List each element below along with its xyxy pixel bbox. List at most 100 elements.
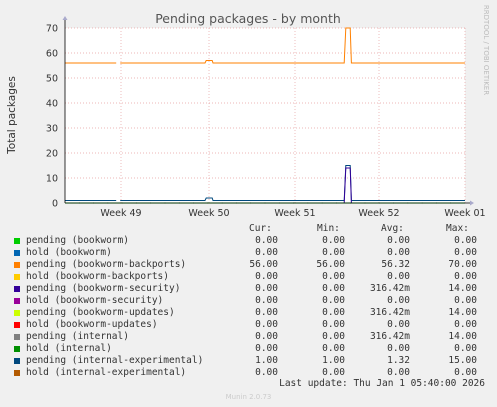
munin-version: Munin 2.0.73 — [225, 393, 272, 401]
legend-swatch — [14, 334, 20, 340]
legend-label: pending (bookworm) — [26, 235, 129, 246]
legend-row: pending (bookworm-backports) 56.00 56.00 56… — [0, 259, 497, 271]
legend-label: pending (bookworm-security) — [26, 283, 181, 294]
legend-value-min: 0.00 — [322, 319, 345, 330]
series-line — [65, 27, 465, 64]
x-tick-label: Week 01 — [444, 208, 485, 219]
legend-row: pending (internal-experimental) 1.00 1.00 1… — [0, 355, 497, 367]
legend-row: pending (bookworm-security) 0.00 0.00 316.4… — [0, 283, 497, 295]
legend-value-avg: 0.00 — [387, 319, 410, 330]
legend-value-cur: 1.00 — [255, 355, 278, 366]
legend-row: pending (bookworm) 0.00 0.00 0.00 0.00 — [0, 235, 497, 247]
legend-row: hold (bookworm) 0.00 0.00 0.00 0.00 — [0, 247, 497, 259]
legend-value-avg: 0.00 — [387, 367, 410, 378]
legend-value-min: 1.00 — [322, 355, 345, 366]
legend-value-max: 0.00 — [454, 235, 477, 246]
legend-header-avg: Avg: — [381, 223, 404, 234]
legend-value-cur: 56.00 — [249, 259, 278, 270]
legend-value-max: 14.00 — [448, 331, 477, 342]
y-axis-label: Total packages — [6, 76, 18, 155]
legend-label: pending (bookworm-backports) — [26, 259, 187, 270]
legend-value-max: 0.00 — [454, 247, 477, 258]
y-tick-label: 10 — [46, 174, 58, 185]
legend-value-cur: 0.00 — [255, 331, 278, 342]
plot-area — [65, 28, 465, 203]
legend-label: pending (bookworm-updates) — [26, 307, 175, 318]
legend-label: pending (internal) — [26, 331, 129, 342]
legend-value-avg: 0.00 — [387, 295, 410, 306]
legend-value-cur: 0.00 — [255, 271, 278, 282]
x-tick-label: Week 52 — [358, 208, 399, 219]
legend-value-avg: 316.42m — [369, 283, 410, 294]
legend-value-min: 0.00 — [322, 247, 345, 258]
legend-row: hold (bookworm-security) 0.00 0.00 0.00 0.00 — [0, 295, 497, 307]
legend-value-avg: 316.42m — [369, 307, 410, 318]
legend-swatch — [14, 286, 20, 292]
legend-value-max: 0.00 — [454, 367, 477, 378]
legend-label: pending (internal-experimental) — [26, 355, 204, 366]
y-tick-label: 70 — [46, 24, 58, 35]
legend-value-max: 0.00 — [454, 271, 477, 282]
x-tick-label: Week 49 — [100, 208, 141, 219]
x-tick-label: Week 51 — [274, 208, 315, 219]
legend-value-cur: 0.00 — [255, 295, 278, 306]
legend-value-cur: 0.00 — [255, 343, 278, 354]
legend-value-min: 0.00 — [322, 307, 345, 318]
legend-label: hold (bookworm-updates) — [26, 319, 158, 330]
legend-value-avg: 316.42m — [369, 331, 410, 342]
legend-row: hold (bookworm-backports) 0.00 0.00 0.00 0.0… — [0, 271, 497, 283]
legend-swatch — [14, 310, 20, 316]
legend-value-max: 14.00 — [448, 283, 477, 294]
x-axis-arrow-icon — [470, 200, 474, 206]
legend-value-cur: 0.00 — [255, 319, 278, 330]
legend-swatch — [14, 346, 20, 352]
legend-row: hold (internal) 0.00 0.00 0.00 0.00 — [0, 343, 497, 355]
legend-value-min: 0.00 — [322, 343, 345, 354]
legend-value-max: 70.00 — [448, 259, 477, 270]
chart-title: Pending packages - by month — [155, 11, 341, 26]
legend-value-avg: 0.00 — [387, 343, 410, 354]
y-axis-arrow-icon — [62, 16, 68, 20]
x-tick-label: Week 50 — [188, 208, 229, 219]
legend-value-min: 0.00 — [322, 235, 345, 246]
legend-value-avg: 0.00 — [387, 271, 410, 282]
legend-value-avg: 0.00 — [387, 235, 410, 246]
legend-value-min: 0.00 — [322, 367, 345, 378]
y-tick-label: 60 — [46, 49, 58, 60]
legend-header-min: Min: — [317, 223, 340, 234]
legend-row: hold (bookworm-updates) 0.00 0.00 0.00 0.00 — [0, 319, 497, 331]
legend-value-min: 0.00 — [322, 271, 345, 282]
legend-swatch — [14, 262, 20, 268]
legend-value-min: 0.00 — [322, 295, 345, 306]
legend-swatch — [14, 250, 20, 256]
legend-value-min: 0.00 — [322, 283, 345, 294]
legend-value-max: 14.00 — [448, 307, 477, 318]
legend-label: hold (bookworm-backports) — [26, 271, 169, 282]
legend-swatch — [14, 322, 20, 328]
legend-value-cur: 0.00 — [255, 235, 278, 246]
y-tick-label: 30 — [46, 124, 58, 135]
legend-value-max: 0.00 — [454, 343, 477, 354]
legend-value-max: 0.00 — [454, 319, 477, 330]
legend-label: hold (bookworm-security) — [26, 295, 164, 306]
legend-value-avg: 1.32 — [387, 355, 410, 366]
legend-swatch — [14, 238, 20, 244]
legend-value-max: 15.00 — [448, 355, 477, 366]
legend-label: hold (internal) — [26, 343, 112, 354]
rrdtool-label: RRDTOOL / TOBI OETIKER — [482, 5, 490, 95]
legend-value-max: 0.00 — [454, 295, 477, 306]
legend-label: hold (internal-experimental) — [26, 367, 187, 378]
legend-swatch — [14, 298, 20, 304]
last-update-text: Last update: Thu Jan 1 05:40:00 2026 — [279, 378, 485, 389]
y-tick-label: 20 — [46, 149, 58, 160]
legend-swatch — [14, 370, 20, 376]
legend-row: pending (bookworm-updates) 0.00 0.00 316.42… — [0, 307, 497, 319]
legend-value-cur: 0.00 — [255, 247, 278, 258]
legend-value-cur: 0.00 — [255, 283, 278, 294]
legend-value-avg: 56.32 — [381, 259, 410, 270]
legend-swatch — [14, 358, 20, 364]
legend-value-avg: 0.00 — [387, 247, 410, 258]
y-tick-label: 0 — [52, 199, 58, 210]
